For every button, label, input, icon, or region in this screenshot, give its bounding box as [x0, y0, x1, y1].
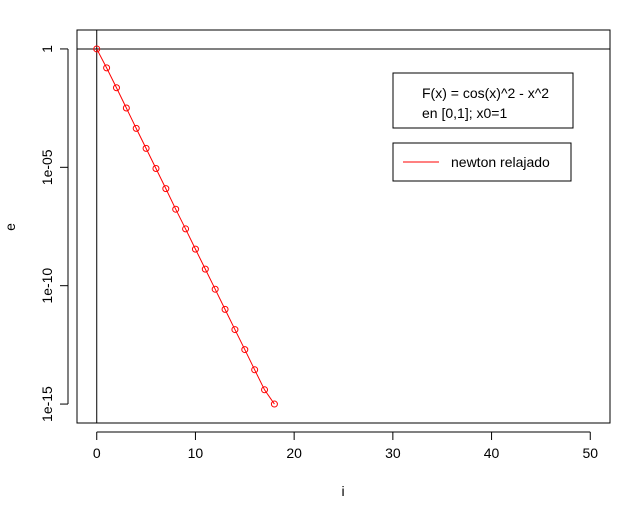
data-point: [270, 400, 278, 408]
data-point: [231, 326, 239, 334]
annotation-line-1: F(x) = cos(x)^2 - x^2: [422, 85, 549, 101]
annotation-box: F(x) = cos(x)^2 - x^2 en [0,1]; x0=1: [392, 72, 574, 129]
legend-label: newton relajado: [451, 154, 550, 170]
x-tick-label: 50: [582, 445, 598, 461]
annotation-line-2: en [0,1]; x0=1: [422, 105, 507, 121]
annotation-frame: [392, 72, 574, 129]
data-point: [93, 45, 101, 53]
data-point: [191, 245, 199, 253]
legend: newton relajado: [392, 142, 572, 182]
y-axis-label: e: [2, 223, 18, 231]
data-point: [172, 205, 180, 213]
data-point: [132, 124, 140, 132]
data-point: [211, 285, 219, 293]
y-tick-label: 1e-15: [39, 386, 55, 422]
data-point: [251, 366, 259, 374]
data-point: [152, 165, 160, 173]
y-tick-label: 1e-05: [39, 149, 55, 185]
data-point: [241, 346, 249, 354]
x-tick-label: 20: [286, 445, 302, 461]
plot-frame: [76, 29, 611, 424]
data-point: [112, 84, 120, 92]
y-tick-label: 1e-10: [39, 268, 55, 304]
x-tick-label: 40: [484, 445, 500, 461]
y-tick-label: 1: [39, 45, 55, 53]
x-tick-label: 30: [385, 445, 401, 461]
data-point: [201, 265, 209, 273]
data-point: [103, 64, 111, 72]
data-point: [182, 225, 190, 233]
data-point: [221, 305, 229, 313]
data-point: [162, 185, 170, 193]
series-newton-relajado: [93, 45, 278, 408]
data-point: [261, 386, 269, 394]
y-axis: 1 1e-05 1e-10 1e-15: [39, 45, 69, 422]
data-point: [122, 104, 130, 112]
x-axis-label: i: [341, 483, 344, 499]
x-tick-label: 10: [188, 445, 204, 461]
series-line: [96, 48, 275, 405]
x-tick-label: 0: [93, 445, 101, 461]
data-point: [142, 144, 150, 152]
x-axis: 0 10 20 30 40 50: [93, 431, 598, 461]
